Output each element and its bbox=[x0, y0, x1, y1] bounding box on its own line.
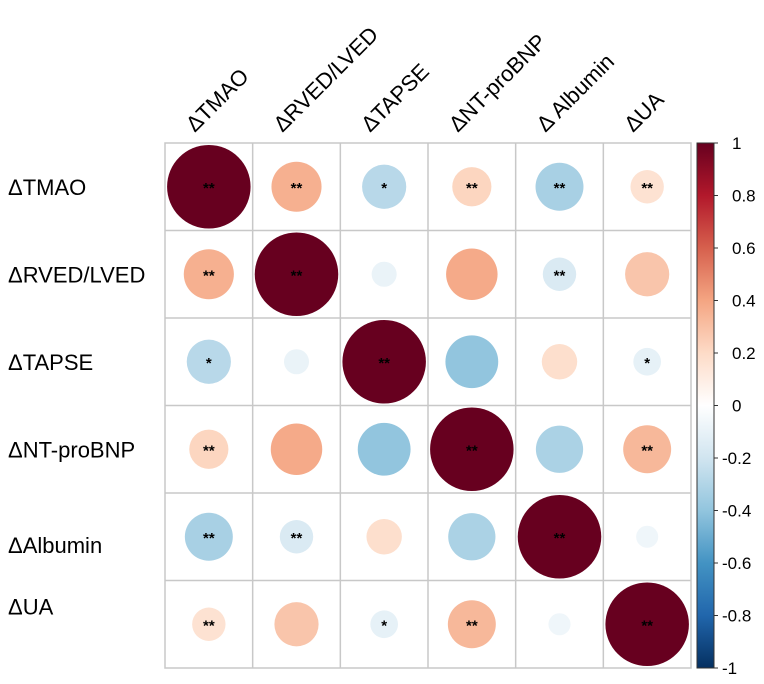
colorbar-tick-label: 0.4 bbox=[732, 292, 756, 311]
correlation-circle bbox=[254, 232, 339, 316]
row-labels: ΔTMAO ΔRVED/LVED ΔTAPSE ΔNT-proBNP ΔAlbumin Δ… bbox=[8, 175, 145, 620]
significance-marker: ** bbox=[641, 180, 653, 197]
correlation-circle bbox=[535, 162, 584, 211]
correlation-circle bbox=[189, 429, 229, 469]
significance-marker: ** bbox=[554, 267, 566, 284]
significance-marker: ** bbox=[466, 442, 478, 459]
significance-marker: ** bbox=[466, 180, 478, 197]
correlation-circle bbox=[517, 495, 602, 579]
correlation-circle bbox=[183, 249, 234, 300]
correlation-circle bbox=[535, 425, 584, 473]
correlation-circle bbox=[633, 347, 662, 376]
colorbar-tick-label: -0.8 bbox=[722, 607, 751, 626]
colorbar-tick-label: -1 bbox=[722, 659, 737, 678]
correlation-circle bbox=[445, 335, 499, 389]
colorbar-tick-label: 0 bbox=[732, 397, 741, 416]
significance-marker: ** bbox=[291, 180, 303, 197]
correlation-circle bbox=[366, 519, 402, 555]
row-label: ΔNT-proBNP bbox=[8, 437, 135, 462]
significance-marker: ** bbox=[378, 355, 390, 372]
colorbar-tick-label: 0.6 bbox=[732, 239, 756, 258]
row-label: ΔTMAO bbox=[8, 175, 86, 200]
correlation-circle bbox=[362, 164, 407, 209]
significance-marker: ** bbox=[203, 530, 215, 547]
correlation-circle bbox=[636, 525, 659, 548]
correlation-circle bbox=[167, 145, 251, 229]
colorbar-tick-label: 0.8 bbox=[732, 187, 756, 206]
correlation-circle bbox=[630, 170, 664, 204]
significance-marker: * bbox=[381, 180, 387, 197]
significance-marker: ** bbox=[466, 617, 478, 634]
significance-marker: ** bbox=[291, 530, 303, 547]
correlation-circle bbox=[371, 261, 397, 287]
row-label: ΔTAPSE bbox=[8, 350, 93, 375]
column-label: Δ Albumin bbox=[531, 49, 619, 137]
significance-marker: ** bbox=[203, 617, 215, 634]
significance-marker: ** bbox=[203, 442, 215, 459]
significance-marker: ** bbox=[641, 442, 653, 459]
colorbar-gradient bbox=[696, 142, 715, 669]
significance-marker: * bbox=[381, 617, 387, 634]
matrix-grid bbox=[164, 142, 692, 669]
column-label: ΔTMAO bbox=[181, 64, 254, 137]
colorbar-tick-label: -0.6 bbox=[722, 554, 751, 573]
correlation-circle bbox=[623, 425, 672, 474]
correlation-circle bbox=[279, 520, 314, 554]
correlation-circle bbox=[605, 582, 689, 666]
correlation-circle bbox=[370, 610, 399, 639]
correlation-circle bbox=[186, 339, 231, 384]
correlation-circle bbox=[270, 423, 323, 475]
row-label: ΔRVED/LVED bbox=[8, 262, 145, 287]
correlation-circle bbox=[274, 602, 319, 647]
correlation-circle bbox=[548, 613, 571, 636]
correlation-circle bbox=[184, 512, 233, 561]
significance-marker: ** bbox=[203, 267, 215, 284]
significance-marker: * bbox=[206, 355, 212, 372]
correlation-circle bbox=[192, 607, 226, 641]
row-label: ΔAlbumin bbox=[8, 533, 102, 558]
significance-marker: ** bbox=[203, 180, 215, 197]
colorbar: 1 0.8 0.6 0.4 0.2 0 -0.2 -0.4 -0.6 -0.8 -1 bbox=[696, 134, 756, 678]
colorbar-tick-label: -0.2 bbox=[722, 449, 751, 468]
significance-marker: ** bbox=[641, 617, 653, 634]
correlation-circle bbox=[357, 422, 411, 476]
correlation-circle bbox=[541, 344, 578, 380]
colorbar-tick-label: 0.2 bbox=[732, 344, 756, 363]
correlation-circle bbox=[446, 248, 498, 300]
colorbar-tick-label: 1 bbox=[732, 134, 741, 153]
correlation-circle bbox=[452, 167, 492, 207]
correlation-circle bbox=[271, 161, 322, 212]
correlation-circle bbox=[283, 349, 310, 375]
correlation-circle bbox=[448, 513, 496, 561]
correlation-circles bbox=[167, 145, 689, 666]
column-label: ΔTAPSE bbox=[356, 59, 434, 137]
row-label: ΔUA bbox=[8, 594, 54, 619]
correlation-circle bbox=[430, 407, 514, 491]
correlation-circle bbox=[342, 320, 426, 404]
correlation-circle bbox=[542, 257, 577, 291]
significance-marker: ** bbox=[291, 267, 303, 284]
significance-marker: ** bbox=[554, 180, 566, 197]
colorbar-tick-label: -0.4 bbox=[722, 502, 751, 521]
correlation-circle bbox=[447, 600, 496, 649]
significance-marker: * bbox=[644, 355, 650, 372]
significance-marker: ** bbox=[554, 530, 566, 547]
significance-markers: ** ** * ** ** **** ** *** ** *** ** **** ** **** * ** ** bbox=[203, 180, 653, 635]
column-label: ΔUA bbox=[619, 87, 669, 137]
correlation-circle bbox=[625, 252, 670, 297]
